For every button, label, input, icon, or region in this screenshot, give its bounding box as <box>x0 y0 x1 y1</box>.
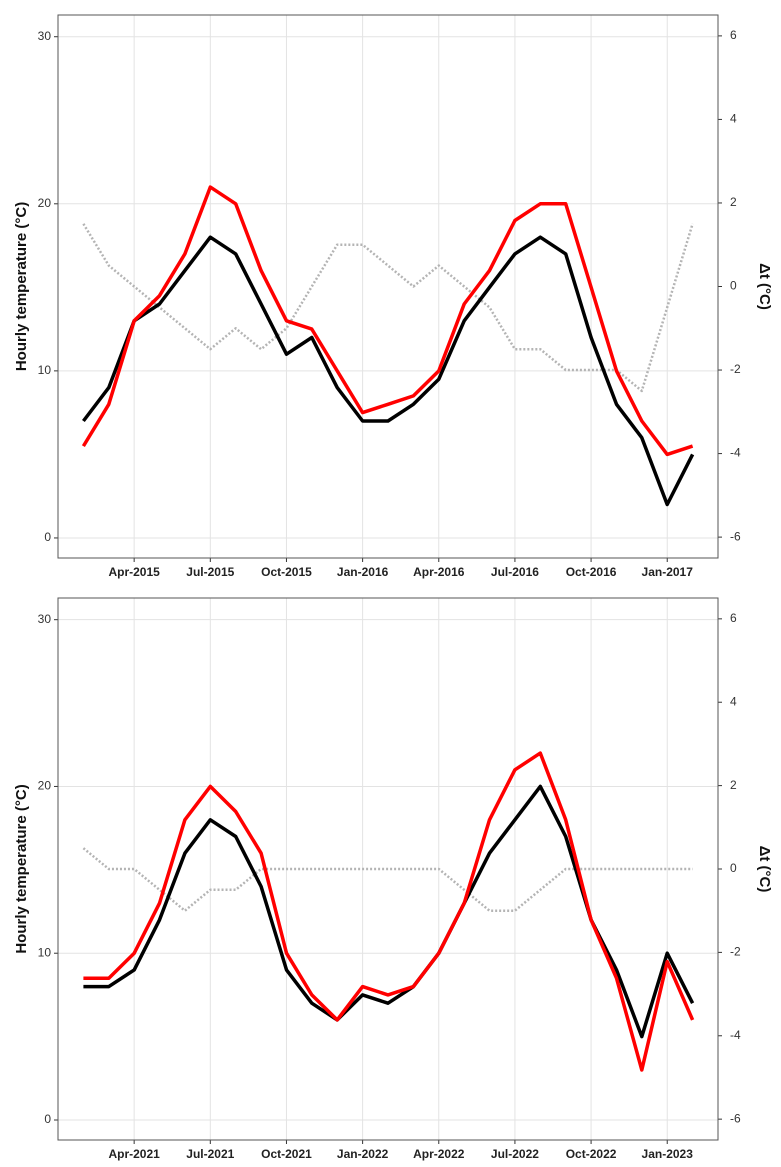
y-tick-label: 20 <box>38 196 52 210</box>
y-tick-label: 0 <box>44 1112 51 1126</box>
x-tick-label: Jul-2021 <box>186 1147 234 1161</box>
y2-tick-label: -4 <box>730 1028 741 1042</box>
temperature-line <box>81 185 694 457</box>
plot-frame <box>57 14 719 559</box>
y2-axis-label: Δt (°C) <box>756 263 773 310</box>
y2-tick-label: 6 <box>730 611 737 625</box>
temperature-line <box>83 784 695 1039</box>
x-tick-label: Apr-2016 <box>413 565 465 579</box>
y-tick-label: 0 <box>44 530 51 544</box>
y-tick-label: 30 <box>38 612 52 626</box>
x-tick-label: Oct-2015 <box>261 565 312 579</box>
x-tick-label: Apr-2021 <box>108 1147 160 1161</box>
y2-tick-label: -4 <box>730 446 741 460</box>
x-tick-label: Jan-2017 <box>642 565 694 579</box>
y2-tick-label: 2 <box>730 778 737 792</box>
y2-tick-label: 6 <box>730 28 737 42</box>
x-tick-label: Jul-2016 <box>491 565 539 579</box>
y2-tick-label: 2 <box>730 195 737 209</box>
y-tick-label: 10 <box>38 945 52 959</box>
x-tick-label: Jan-2023 <box>642 1147 694 1161</box>
y2-tick-label: -6 <box>730 1111 741 1125</box>
y-tick-label: 10 <box>38 363 52 377</box>
y-axis-label: Hourly temperature (°C) <box>13 784 30 953</box>
temperature-line <box>82 235 695 507</box>
y2-tick-label: -2 <box>730 362 741 376</box>
y2-tick-label: 4 <box>730 112 737 126</box>
y2-tick-label: 4 <box>730 694 737 708</box>
x-tick-label: Oct-2021 <box>261 1147 312 1161</box>
y-tick-label: 20 <box>38 779 52 793</box>
x-tick-label: Apr-2015 <box>108 565 160 579</box>
x-tick-label: Jul-2022 <box>491 1147 539 1161</box>
plot-frame <box>57 597 719 1141</box>
y-tick-label: 30 <box>38 29 52 43</box>
y2-tick-label: 0 <box>730 279 737 293</box>
y2-tick-label: 0 <box>730 861 737 875</box>
y2-tick-label: -2 <box>730 945 741 959</box>
x-tick-label: Jul-2015 <box>186 565 234 579</box>
delta-line <box>82 847 693 912</box>
x-tick-label: Oct-2022 <box>566 1147 617 1161</box>
temperature-line <box>83 751 695 1072</box>
x-tick-label: Jan-2022 <box>337 1147 389 1161</box>
y2-tick-label: -6 <box>730 529 741 543</box>
y2-axis-label: Δt (°C) <box>756 846 773 893</box>
x-tick-label: Apr-2022 <box>413 1147 465 1161</box>
x-tick-label: Jan-2016 <box>337 565 389 579</box>
x-tick-label: Oct-2016 <box>566 565 617 579</box>
y-axis-label: Hourly temperature (°C) <box>13 202 30 371</box>
